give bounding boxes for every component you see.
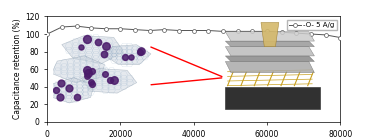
Polygon shape: [62, 36, 124, 64]
Polygon shape: [105, 45, 151, 65]
Polygon shape: [47, 78, 94, 103]
Polygon shape: [225, 62, 314, 73]
Polygon shape: [225, 47, 314, 56]
Polygon shape: [225, 41, 314, 47]
Polygon shape: [52, 56, 104, 83]
Legend: -O- 5 A/g: -O- 5 A/g: [287, 20, 337, 30]
Polygon shape: [225, 32, 314, 41]
Polygon shape: [82, 68, 137, 93]
Polygon shape: [225, 56, 314, 62]
Polygon shape: [261, 22, 279, 47]
Y-axis label: Capacitance retention (%): Capacitance retention (%): [13, 19, 22, 119]
Polygon shape: [225, 88, 320, 109]
